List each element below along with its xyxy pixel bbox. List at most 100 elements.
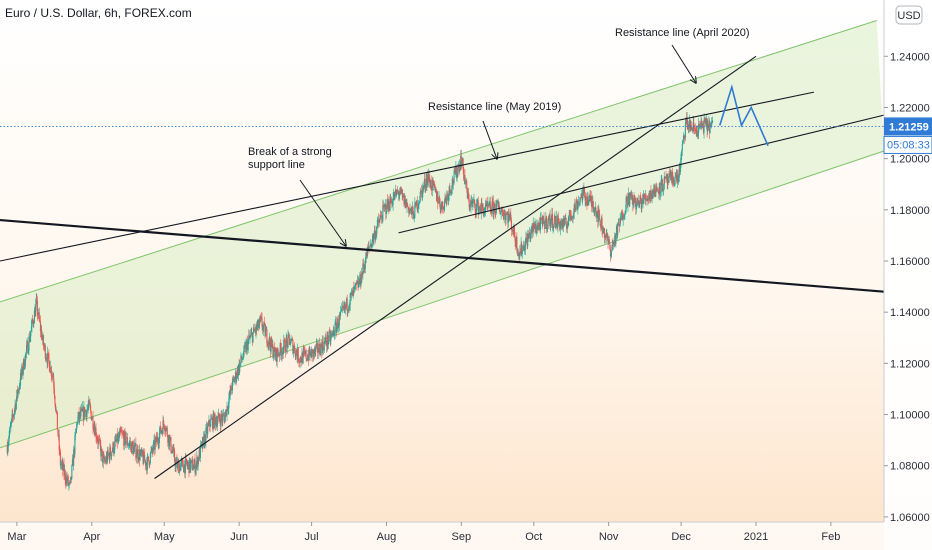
candle: [146, 452, 148, 475]
candle-body: [553, 224, 555, 228]
candle-body: [16, 389, 19, 396]
candle: [117, 432, 119, 445]
candle: [139, 449, 141, 462]
candle: [490, 207, 493, 217]
time-axis[interactable]: [0, 522, 884, 550]
candle: [125, 431, 127, 448]
candle: [178, 458, 180, 474]
candle: [227, 405, 229, 412]
resistance-may-2019-arrow[interactable]: [482, 120, 497, 159]
candle-body: [193, 464, 195, 469]
candle-body: [510, 214, 512, 220]
candle: [343, 301, 345, 311]
candle: [436, 191, 438, 202]
candle: [348, 303, 350, 314]
candle-body: [183, 467, 185, 473]
candle: [205, 421, 208, 433]
candle-body: [628, 193, 630, 204]
candle-body: [100, 445, 102, 457]
price-axis[interactable]: [884, 0, 932, 550]
candle: [492, 197, 494, 208]
candle-body: [514, 236, 516, 242]
candle: [55, 406, 57, 414]
candle-body: [554, 216, 557, 228]
candle: [419, 187, 421, 203]
projection-path[interactable]: [718, 84, 769, 147]
candle-body: [219, 418, 221, 422]
candle-body: [478, 208, 480, 215]
candle-body: [169, 438, 171, 446]
support-line[interactable]: [398, 114, 885, 234]
candle-body: [184, 464, 186, 474]
candle-body: [119, 429, 121, 433]
candle: [546, 227, 548, 233]
candle-body: [573, 204, 575, 214]
candle: [288, 331, 290, 338]
last-price-tag: [884, 117, 932, 136]
candle-body: [411, 207, 413, 215]
candle-body: [144, 459, 146, 461]
candle: [580, 189, 583, 198]
channel-lower-edge[interactable]: [0, 150, 885, 449]
candle-body: [700, 120, 702, 125]
candle-body: [698, 123, 700, 128]
candle-body: [474, 199, 476, 204]
candle-body: [117, 433, 119, 443]
candle-body: [699, 124, 701, 126]
candle: [320, 342, 322, 356]
candle: [294, 342, 296, 354]
candle: [279, 342, 281, 360]
candle: [286, 334, 288, 347]
candle: [45, 353, 47, 361]
candle: [123, 430, 125, 450]
candle-body: [391, 204, 394, 206]
candle: [512, 226, 514, 236]
candle: [247, 338, 249, 353]
candle: [514, 232, 516, 248]
candle: [429, 179, 432, 190]
candle: [506, 211, 508, 216]
currency-button[interactable]: [895, 5, 923, 25]
candle-body: [324, 337, 327, 342]
candle-body: [303, 350, 305, 352]
candle: [47, 346, 49, 368]
candle: [199, 448, 201, 459]
candle-body: [230, 386, 232, 391]
candle: [71, 464, 73, 481]
candle-body: [388, 209, 391, 211]
candle-body: [224, 414, 226, 423]
break-support-arrow[interactable]: [299, 179, 346, 246]
candle: [585, 195, 587, 207]
candle: [621, 209, 623, 214]
candle: [147, 456, 150, 462]
candle-body: [415, 202, 417, 206]
candle: [396, 189, 398, 198]
candle: [347, 309, 349, 317]
candle: [600, 223, 602, 232]
candle: [148, 460, 150, 469]
candle: [372, 233, 374, 248]
candle: [558, 222, 560, 227]
candle-body: [274, 347, 276, 352]
long-term-support-line[interactable]: [0, 218, 885, 293]
candle-body: [67, 476, 69, 482]
candle-body: [629, 196, 631, 205]
candle-body: [44, 345, 46, 348]
candle: [231, 387, 233, 396]
resistance-april-2020-arrow[interactable]: [671, 44, 696, 83]
candle: [137, 445, 139, 464]
countdown-tag: [883, 135, 932, 154]
candle: [258, 319, 260, 329]
candle-body: [144, 459, 147, 466]
candle-body: [599, 219, 601, 226]
candle: [266, 340, 269, 349]
candle-body: [585, 196, 587, 203]
candle: [489, 197, 491, 215]
candle-body: [288, 334, 290, 339]
candle-body: [432, 179, 434, 181]
channel-upper-edge[interactable]: [0, 19, 877, 303]
candle-body: [495, 203, 497, 214]
resistance-may-2019-line[interactable]: [0, 91, 815, 262]
candle-body: [444, 197, 446, 202]
